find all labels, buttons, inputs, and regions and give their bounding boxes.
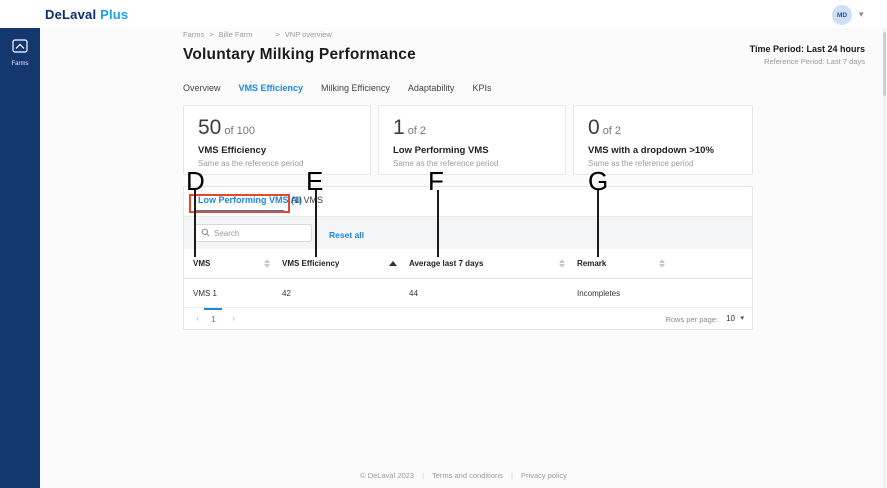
stat-card-vms-efficiency: 50 of 100 VMS Efficiency Same as the refe… <box>183 105 371 175</box>
table-pagination: ‹ 1 › Rows per page: 10 ▾ <box>184 308 752 330</box>
tab-vms-efficiency[interactable]: VMS Efficiency <box>238 83 304 93</box>
stat-title: Low Performing VMS <box>393 145 489 156</box>
stat-of: of 2 <box>602 125 622 137</box>
tab-low-performing-vms[interactable]: Low Performing VMS (1) <box>198 195 303 205</box>
stat-title: VMS Efficiency <box>198 145 267 156</box>
time-period-label: Time Period: Last 24 hours <box>749 44 865 54</box>
rows-per-page-caret-icon[interactable]: ▾ <box>740 315 744 322</box>
breadcrumb-farms[interactable]: Farms <box>183 30 205 39</box>
annotation-letter-f: F <box>428 166 444 196</box>
rows-per-page-label: Rows per page: <box>665 315 718 324</box>
previous-page-icon[interactable]: ‹ <box>196 313 200 324</box>
column-header-vms-efficiency[interactable]: VMS Efficiency <box>282 259 409 268</box>
stat-subtitle: Same as the reference period <box>198 159 304 168</box>
active-page-indicator <box>204 308 222 310</box>
stat-value: 1 <box>393 116 405 139</box>
stat-value: 50 <box>198 116 222 139</box>
sidebar-item-farms[interactable]: Farms <box>0 28 40 67</box>
search-box[interactable] <box>194 224 312 242</box>
search-input[interactable] <box>214 228 304 238</box>
privacy-link[interactable]: Privacy policy <box>521 471 567 480</box>
tab-kpis[interactable]: KPIs <box>472 83 492 93</box>
table-tabs: Low Performing VMS (1) All VMS <box>184 187 752 217</box>
stat-subtitle: Same as the reference period <box>588 159 694 168</box>
page-tabs: Overview VMS Efficiency Milking Efficien… <box>183 80 491 99</box>
cell-vms-efficiency: 42 <box>282 288 291 298</box>
cell-average-last-7-days: 44 <box>409 288 418 298</box>
stat-title: VMS with a dropdown >10% <box>588 145 714 156</box>
reference-period-label: Reference Period: Last 7 days <box>764 57 865 66</box>
breadcrumb-bille-farm[interactable]: Bille Farm <box>218 30 253 39</box>
tab-overview[interactable]: Overview <box>183 83 221 93</box>
copyright-text: © DeLaval 2023 <box>360 471 415 480</box>
stat-value: 0 <box>588 116 600 139</box>
page-title: Voluntary Milking Performance <box>183 46 416 63</box>
breadcrumb-vnp-overview[interactable]: VNP overview <box>284 30 332 39</box>
column-header-remark[interactable]: Remark <box>577 259 677 268</box>
sort-ascending-icon[interactable] <box>389 261 397 266</box>
page-scrollbar-thumb[interactable] <box>883 32 886 96</box>
annotation-line-g <box>597 190 599 257</box>
breadcrumb-separator: > <box>209 30 214 39</box>
tab-all-vms[interactable]: All VMS <box>291 195 324 205</box>
table-row[interactable]: VMS 1 42 44 Incompletes <box>184 279 752 308</box>
annotation-line-e <box>315 190 317 257</box>
vms-table-card: Low Performing VMS (1) All VMS Reset all… <box>183 186 753 330</box>
logo-plus-text: Plus <box>100 7 129 22</box>
annotation-letter-e: E <box>306 166 324 196</box>
tab-adaptability[interactable]: Adaptability <box>407 83 455 93</box>
column-header-vms[interactable]: VMS <box>184 259 282 268</box>
stat-of: of 2 <box>407 125 427 137</box>
breadcrumb: Farms > Bille Farm > VNP overview <box>183 30 332 39</box>
stat-card-low-performing-vms: 1 of 2 Low Performing VMS Same as the ref… <box>378 105 566 175</box>
sort-icon[interactable] <box>659 259 665 268</box>
delaval-plus-logo: DeLaval Plus <box>45 7 128 22</box>
time-period-block: Time Period: Last 24 hours Reference Per… <box>750 44 865 66</box>
cell-remark: Incompletes <box>577 288 621 298</box>
reset-all-button[interactable]: Reset all <box>329 230 364 240</box>
cell-vms: VMS 1 <box>193 288 218 298</box>
farm-icon <box>12 39 28 58</box>
sidebar-item-label: Farms <box>11 61 29 67</box>
terms-link[interactable]: Terms and conditions <box>432 471 503 480</box>
annotation-line-d <box>194 190 196 257</box>
logo-delaval-text: DeLaval <box>45 7 97 22</box>
user-menu-caret-icon[interactable]: ▾ <box>859 9 864 19</box>
footer-divider: | <box>422 471 425 480</box>
annotation-letter-g: G <box>588 166 609 196</box>
search-icon <box>201 224 210 242</box>
rows-per-page-value[interactable]: 10 <box>726 314 735 323</box>
annotation-highlight-box <box>189 194 290 213</box>
sort-icon[interactable] <box>559 259 565 268</box>
table-header-row: VMS VMS Efficiency Average last 7 days R… <box>184 249 752 279</box>
stat-subtitle: Same as the reference period <box>393 159 499 168</box>
breadcrumb-separator: > <box>275 30 280 39</box>
column-header-average-last-7-days[interactable]: Average last 7 days <box>409 259 577 268</box>
stat-of: of 100 <box>224 125 255 137</box>
annotation-letter-d: D <box>186 166 205 196</box>
annotation-line-f <box>437 190 439 257</box>
page-number[interactable]: 1 <box>211 314 216 324</box>
footer-divider: | <box>510 471 513 480</box>
sidebar: Farms <box>0 28 40 488</box>
tab-milking-efficiency[interactable]: Milking Efficiency <box>321 83 390 93</box>
sort-icon[interactable] <box>264 259 270 268</box>
table-filter-row: Reset all <box>184 217 752 249</box>
top-header: DeLaval Plus MD ▾ <box>0 0 887 28</box>
user-avatar[interactable]: MD <box>832 5 852 25</box>
page-scrollbar-track[interactable] <box>883 28 886 488</box>
page-footer: © DeLaval 2023 | Terms and conditions | … <box>40 471 887 480</box>
stat-card-vms-dropdown: 0 of 2 VMS with a dropdown >10% Same as t… <box>573 105 753 175</box>
next-page-icon[interactable]: › <box>232 313 236 324</box>
